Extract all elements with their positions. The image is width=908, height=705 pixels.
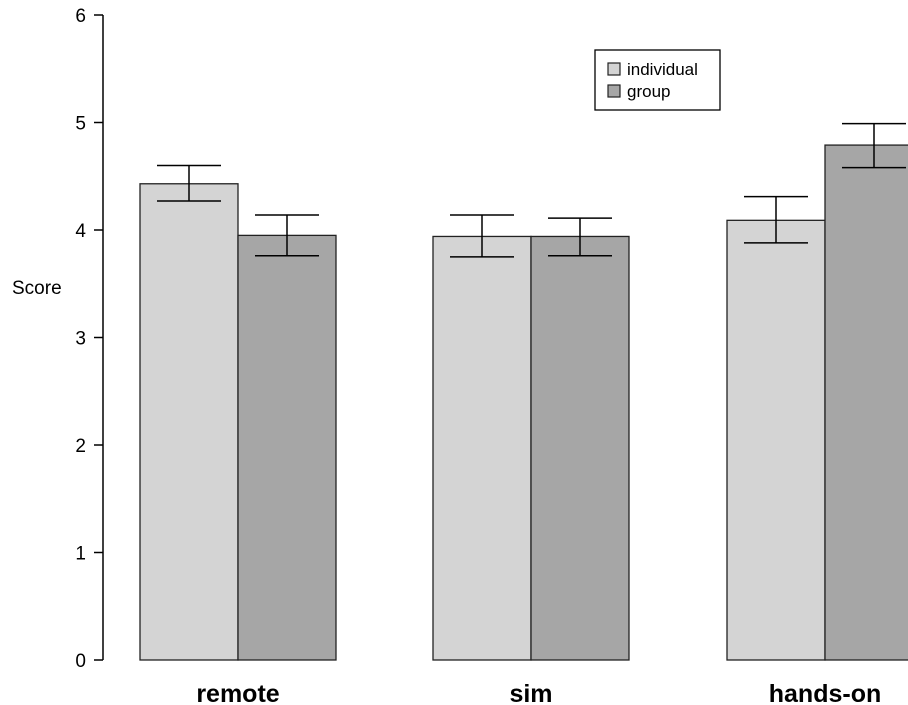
y-tick-label: 3 [75, 329, 86, 350]
error-bar-individual-remote [157, 164, 221, 202]
x-axis-labels: remote sim hands-on [196, 680, 881, 705]
bar-group-sim [530, 235, 630, 661]
y-tick-label: 6 [75, 6, 86, 27]
bar-individual-hands-on [726, 219, 826, 661]
bar-individual-sim [432, 235, 532, 661]
legend-label-group: group [627, 82, 670, 101]
x-category-label: hands-on [769, 680, 882, 705]
legend-label-individual: individual [627, 60, 698, 79]
bar-group-remote [237, 234, 337, 661]
legend-swatch-individual [607, 62, 621, 76]
error-bars [157, 122, 906, 258]
error-bar-group-sim [548, 217, 612, 257]
legend: individual group [594, 49, 721, 111]
bar-individual-remote [139, 183, 239, 661]
y-tick-label: 4 [75, 221, 86, 242]
y-tick-label: 5 [75, 114, 86, 135]
y-tick-label: 2 [75, 436, 86, 457]
legend-swatch-group [607, 84, 621, 98]
legend-box [594, 49, 721, 111]
x-category-label: sim [509, 680, 552, 705]
error-bar-individual-hands-on [744, 195, 808, 244]
error-bar-group-remote [255, 214, 319, 257]
error-bar-group-hands-on [842, 122, 906, 169]
y-tick-label: 0 [75, 651, 86, 672]
x-category-label: remote [196, 680, 279, 705]
y-axis: 0 1 2 3 4 5 6 [75, 6, 104, 672]
bar-group-hands-on [824, 144, 908, 661]
y-axis-label: Score [12, 278, 62, 299]
bars [139, 144, 908, 661]
y-tick-label: 1 [75, 544, 86, 565]
error-bar-individual-sim [450, 214, 514, 258]
